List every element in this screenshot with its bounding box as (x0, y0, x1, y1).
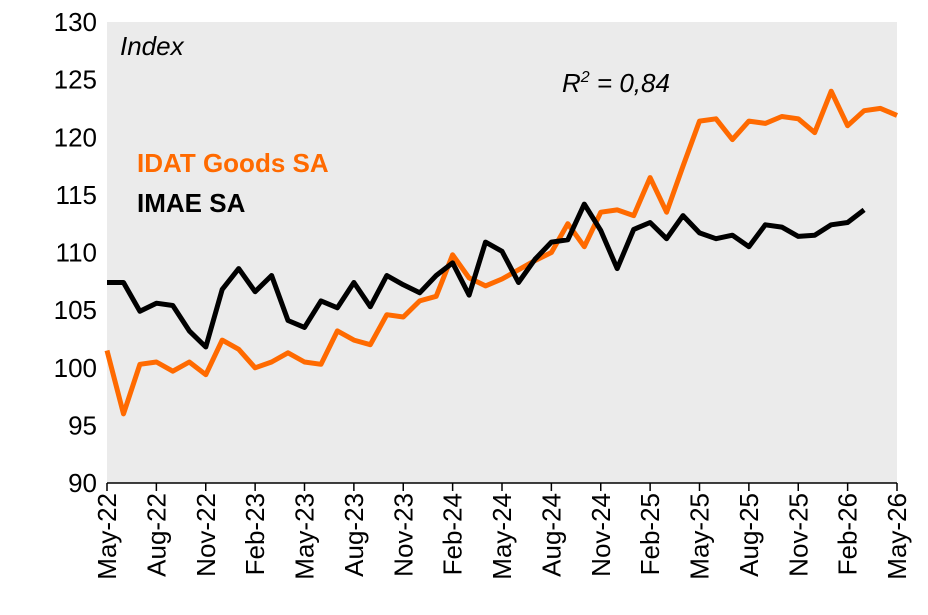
r2-label: R2 = 0,84 (562, 68, 670, 98)
x-tick-label: Feb-23 (240, 493, 270, 575)
x-tick-label: Nov-24 (586, 493, 616, 577)
y-tick-label: 125 (54, 65, 97, 95)
x-tick-label: Nov-23 (388, 493, 418, 577)
y-tick-label: 130 (54, 7, 97, 37)
x-tick-label: May-24 (487, 493, 517, 580)
x-tick-label: Nov-22 (191, 493, 221, 577)
legend-label: IDAT Goods SA (137, 148, 329, 178)
unit-label: Index (120, 31, 185, 61)
x-tick-label: May-26 (882, 493, 912, 580)
x-tick-label: Nov-25 (783, 493, 813, 577)
y-tick-label: 105 (54, 295, 97, 325)
y-tick-label: 95 (68, 410, 97, 440)
r2-rest: = 0,84 (590, 68, 670, 98)
r2-sup: 2 (580, 69, 590, 86)
x-tick-label: May-22 (92, 493, 122, 580)
x-tick-label: Aug-24 (536, 493, 566, 577)
y-tick-label: 100 (54, 353, 97, 383)
y-tick-label: 120 (54, 122, 97, 152)
series-line (107, 201, 866, 350)
y-tick-label: 110 (56, 238, 97, 268)
x-tick-label: Feb-24 (438, 493, 468, 575)
x-tick-label: May-23 (290, 493, 320, 580)
series-line (104, 88, 898, 417)
r2-base: R (562, 68, 581, 98)
y-tick-label: 90 (68, 468, 97, 498)
x-tick-label: Feb-26 (833, 493, 863, 575)
x-tick-label: May-25 (685, 493, 715, 580)
y-tick-label: 115 (56, 180, 97, 210)
legend-label: IMAE SA (137, 188, 246, 218)
x-tick-label: Aug-22 (141, 493, 171, 577)
x-tick-label: Aug-23 (339, 493, 369, 577)
x-tick-label: Feb-25 (635, 493, 665, 575)
x-tick-label: Aug-25 (734, 493, 764, 577)
